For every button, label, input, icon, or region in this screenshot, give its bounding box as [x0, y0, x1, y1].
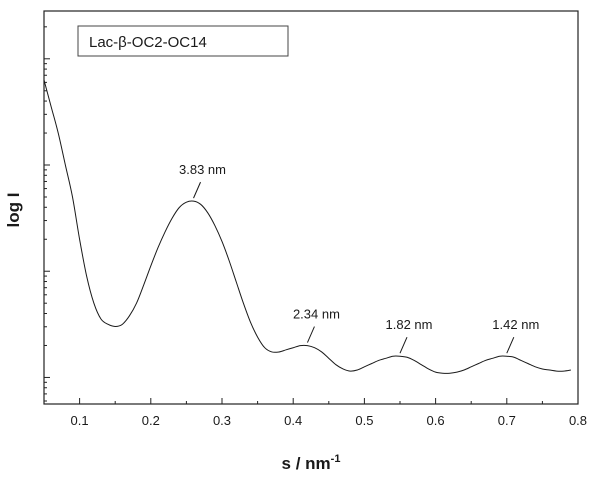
series-layer — [43, 79, 571, 374]
x-axis-ticks: 0.1 0.2 0.3 0.4 0.5 0.6 0.7 0.8 — [71, 398, 587, 428]
peak-annotation: 1.82 nm — [386, 317, 433, 332]
annotation-leader — [193, 181, 201, 199]
x-tick-label: 0.5 — [355, 413, 373, 428]
x-axis-title-base: s / nm — [282, 454, 331, 473]
saxs-curve — [43, 79, 571, 374]
legend-box — [77, 25, 289, 57]
y-axis-ticks — [44, 26, 50, 402]
x-tick-label: 0.8 — [569, 413, 587, 428]
x-tick-label: 0.7 — [498, 413, 516, 428]
peak-annotation: 1.42 nm — [492, 317, 539, 332]
legend: Lac-β-OC2-OC14 — [77, 25, 289, 57]
annotation-leader — [506, 337, 515, 354]
x-tick-label: 0.4 — [284, 413, 302, 428]
x-tick-label: 0.2 — [142, 413, 160, 428]
x-tick-label: 0.3 — [213, 413, 231, 428]
x-tick-label: 0.6 — [427, 413, 445, 428]
annotation-leader — [306, 326, 315, 343]
legend-text: Lac-β-OC2-OC14 — [89, 34, 207, 51]
annotation-leader — [399, 337, 408, 354]
plot-frame — [43, 10, 579, 405]
peak-annotation: 3.83 nm — [179, 162, 226, 177]
x-axis-title: s / nm-1 — [282, 453, 341, 473]
y-axis-title: log I — [4, 193, 23, 228]
annotation-layer: 3.83 nm 2.34 nm 1.82 nm 1.42 nm — [179, 162, 539, 354]
peak-annotation: 2.34 nm — [293, 307, 340, 322]
x-axis-title-superscript: -1 — [331, 453, 341, 465]
plot-border — [43, 10, 579, 405]
x-tick-label: 0.1 — [71, 413, 89, 428]
